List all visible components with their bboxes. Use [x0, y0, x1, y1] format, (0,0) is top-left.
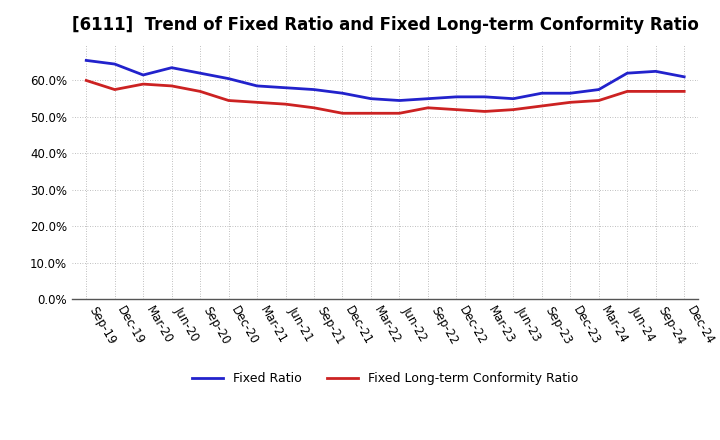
- Fixed Ratio: [595, 87, 603, 92]
- Fixed Ratio: [566, 91, 575, 96]
- Legend: Fixed Ratio, Fixed Long-term Conformity Ratio: Fixed Ratio, Fixed Long-term Conformity …: [187, 367, 583, 390]
- Fixed Long-term Conformity Ratio: [537, 103, 546, 109]
- Fixed Long-term Conformity Ratio: [680, 89, 688, 94]
- Fixed Ratio: [110, 62, 119, 67]
- Fixed Long-term Conformity Ratio: [225, 98, 233, 103]
- Fixed Long-term Conformity Ratio: [423, 105, 432, 110]
- Fixed Long-term Conformity Ratio: [310, 105, 318, 110]
- Fixed Ratio: [480, 94, 489, 99]
- Fixed Ratio: [310, 87, 318, 92]
- Fixed Ratio: [652, 69, 660, 74]
- Fixed Ratio: [196, 70, 204, 76]
- Fixed Ratio: [338, 91, 347, 96]
- Fixed Ratio: [139, 72, 148, 77]
- Fixed Long-term Conformity Ratio: [282, 102, 290, 107]
- Fixed Long-term Conformity Ratio: [566, 100, 575, 105]
- Fixed Long-term Conformity Ratio: [196, 89, 204, 94]
- Fixed Ratio: [282, 85, 290, 90]
- Title: [6111]  Trend of Fixed Ratio and Fixed Long-term Conformity Ratio: [6111] Trend of Fixed Ratio and Fixed Lo…: [72, 16, 698, 34]
- Fixed Long-term Conformity Ratio: [338, 110, 347, 116]
- Fixed Ratio: [167, 65, 176, 70]
- Fixed Long-term Conformity Ratio: [139, 81, 148, 87]
- Fixed Long-term Conformity Ratio: [652, 89, 660, 94]
- Fixed Ratio: [82, 58, 91, 63]
- Fixed Ratio: [509, 96, 518, 101]
- Fixed Long-term Conformity Ratio: [395, 110, 404, 116]
- Fixed Long-term Conformity Ratio: [480, 109, 489, 114]
- Fixed Long-term Conformity Ratio: [623, 89, 631, 94]
- Fixed Ratio: [253, 83, 261, 88]
- Fixed Long-term Conformity Ratio: [366, 110, 375, 116]
- Fixed Ratio: [225, 76, 233, 81]
- Fixed Ratio: [366, 96, 375, 101]
- Line: Fixed Long-term Conformity Ratio: Fixed Long-term Conformity Ratio: [86, 81, 684, 113]
- Fixed Long-term Conformity Ratio: [509, 107, 518, 112]
- Fixed Long-term Conformity Ratio: [82, 78, 91, 83]
- Fixed Long-term Conformity Ratio: [110, 87, 119, 92]
- Fixed Long-term Conformity Ratio: [167, 83, 176, 88]
- Fixed Ratio: [452, 94, 461, 99]
- Fixed Long-term Conformity Ratio: [595, 98, 603, 103]
- Fixed Ratio: [395, 98, 404, 103]
- Fixed Ratio: [680, 74, 688, 80]
- Fixed Ratio: [537, 91, 546, 96]
- Fixed Long-term Conformity Ratio: [253, 100, 261, 105]
- Fixed Ratio: [423, 96, 432, 101]
- Fixed Long-term Conformity Ratio: [452, 107, 461, 112]
- Line: Fixed Ratio: Fixed Ratio: [86, 60, 684, 100]
- Fixed Ratio: [623, 70, 631, 76]
